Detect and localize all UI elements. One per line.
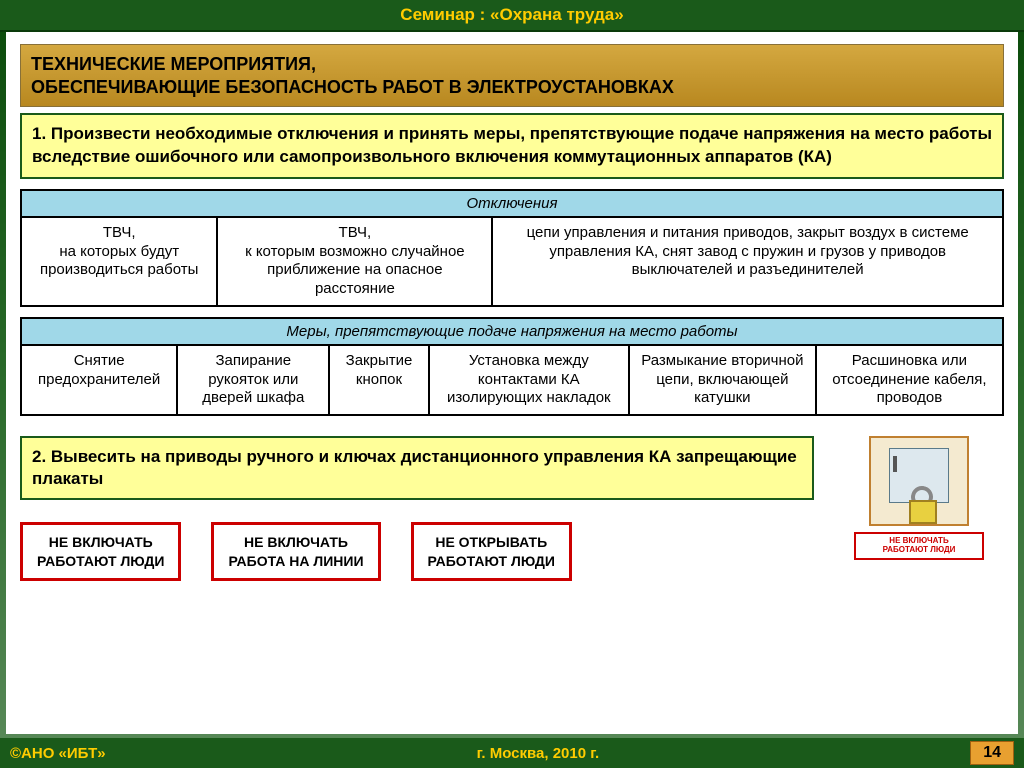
sign-1: НЕ ВКЛЮЧАТЬРАБОТА НА ЛИНИИ	[211, 522, 380, 580]
slide-footer: ©АНО «ИБТ» г. Москва, 2010 г. 14	[0, 738, 1024, 768]
section-title: ТЕХНИЧЕСКИЕ МЕРОПРИЯТИЯ, ОБЕСПЕЧИВАЮЩИЕ …	[20, 44, 1004, 107]
table2-header: Меры, препятствующие подаче напряжения н…	[21, 318, 1003, 345]
device-illustration: НЕ ВКЛЮЧАТЬРАБОТАЮТ ЛЮДИ	[834, 436, 1004, 560]
sign-0: НЕ ВКЛЮЧАТЬРАБОТАЮТ ЛЮДИ	[20, 522, 181, 580]
footer-place: г. Москва, 2010 г.	[477, 745, 600, 762]
step1-box: 1. Произвести необходимые отключения и п…	[20, 113, 1004, 179]
table-measures: Меры, препятствующие подаче напряжения н…	[20, 317, 1004, 416]
table-disconnections: Отключения ТВЧ,на которых будут производ…	[20, 189, 1004, 307]
table2-cell-5: Расшиновка или отсоединение кабеля, пров…	[816, 345, 1003, 415]
step2-box: 2. Вывесить на приводы ручного и ключах …	[20, 436, 814, 500]
table2-cell-3: Установка между контактами КА изолирующи…	[429, 345, 629, 415]
table2-cell-4: Размыкание вторичной цепи, включающей ка…	[629, 345, 816, 415]
slide-header: Семинар : «Охрана труда»	[0, 0, 1024, 32]
signs-row: НЕ ВКЛЮЧАТЬРАБОТАЮТ ЛЮДИ НЕ ВКЛЮЧАТЬРАБО…	[20, 522, 814, 580]
electrical-panel-icon	[869, 436, 969, 526]
slide-content: ТЕХНИЧЕСКИЕ МЕРОПРИЯТИЯ, ОБЕСПЕЧИВАЮЩИЕ …	[6, 32, 1018, 734]
table2-cell-0: Снятие предохранителей	[21, 345, 177, 415]
mini-sign: НЕ ВКЛЮЧАТЬРАБОТАЮТ ЛЮДИ	[854, 532, 984, 560]
table1-header: Отключения	[21, 190, 1003, 217]
footer-org: ©АНО «ИБТ»	[10, 745, 106, 762]
table1-cell-1: ТВЧ,к которым возможно случайное приближ…	[217, 217, 492, 306]
section-title-line1: ТЕХНИЧЕСКИЕ МЕРОПРИЯТИЯ,	[31, 53, 993, 76]
sign-2: НЕ ОТКРЫВАТЬРАБОТАЮТ ЛЮДИ	[411, 522, 572, 580]
table1-cell-0: ТВЧ,на которых будут производиться работ…	[21, 217, 217, 306]
table2-cell-1: Запирание рукояток или дверей шкафа	[177, 345, 329, 415]
page-number: 14	[970, 741, 1014, 765]
table1-cell-2: цепи управления и питания приводов, закр…	[492, 217, 1003, 306]
table2-cell-2: Закрытие кнопок	[329, 345, 428, 415]
section-title-line2: ОБЕСПЕЧИВАЮЩИЕ БЕЗОПАСНОСТЬ РАБОТ В ЭЛЕК…	[31, 76, 993, 99]
